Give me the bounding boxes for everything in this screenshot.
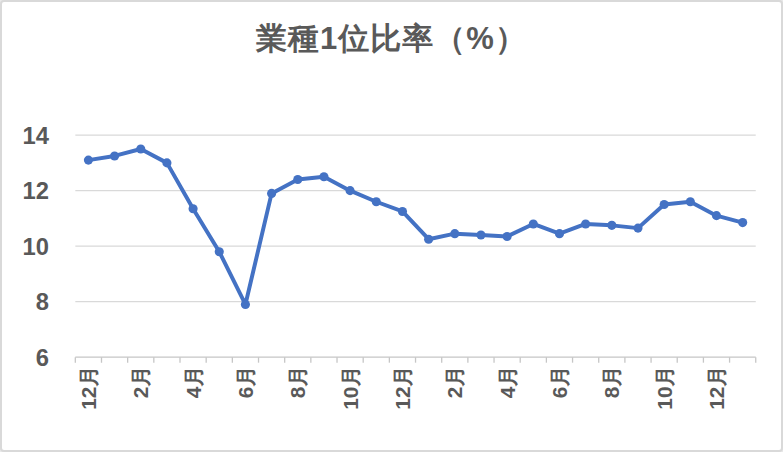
data-point-marker [110,151,119,160]
data-point-marker [607,221,616,230]
y-axis-tick-label: 8 [36,288,49,315]
x-axis-tick-label: 8月 [600,366,623,398]
x-axis-tick-label: 12月 [391,366,414,410]
data-point-marker [476,231,485,240]
data-point-marker [136,144,145,153]
data-point-marker [686,197,695,206]
x-axis-tick-label: 6月 [548,366,571,398]
chart-container: 業種1位比率（%） 1412108612月2月4月6月8月10月12月2月4月6… [0,0,783,452]
data-point-marker [450,229,459,238]
data-point-marker [398,207,407,216]
y-axis-tick-label: 10 [23,233,49,260]
x-axis-tick-label: 10月 [653,366,676,410]
data-point-marker [293,175,302,184]
data-point-marker [503,232,512,241]
data-point-marker [215,247,224,256]
y-axis-tick-label: 12 [23,177,49,204]
data-point-marker [162,158,171,167]
data-point-marker [424,235,433,244]
x-axis-tick-label: 6月 [234,366,257,398]
data-point-marker [372,197,381,206]
data-point-marker [319,172,328,181]
data-point-marker [738,218,747,227]
data-point-marker [267,189,276,198]
data-point-marker [555,229,564,238]
data-point-marker [529,219,538,228]
data-point-marker [84,156,93,165]
x-axis-tick-label: 2月 [443,366,466,398]
y-axis-tick-label: 14 [23,122,50,149]
x-axis-tick-label: 10月 [339,366,362,410]
data-point-marker [633,224,642,233]
data-point-marker [581,219,590,228]
x-axis-tick-label: 12月 [705,366,728,410]
plot-area: 14 12 10 8 6 12月 2月 4月 6月 8月 10月 12月 2月 4月 6月 8月 10月 12月 [2,2,781,450]
x-axis-tick-label: 4月 [182,366,205,398]
x-axis-tick-label: 4月 [496,366,519,398]
data-point-marker [712,211,721,220]
x-axis-tick-label: 2月 [129,366,152,398]
x-axis-tick-label: 12月 [77,366,100,410]
y-axis-tick-label: 6 [36,344,49,371]
series-line [88,149,742,304]
data-point-marker [189,204,198,213]
data-point-marker [660,200,669,209]
data-point-marker [346,186,355,195]
x-axis-tick-label: 8月 [286,366,309,398]
data-point-marker [241,300,250,309]
